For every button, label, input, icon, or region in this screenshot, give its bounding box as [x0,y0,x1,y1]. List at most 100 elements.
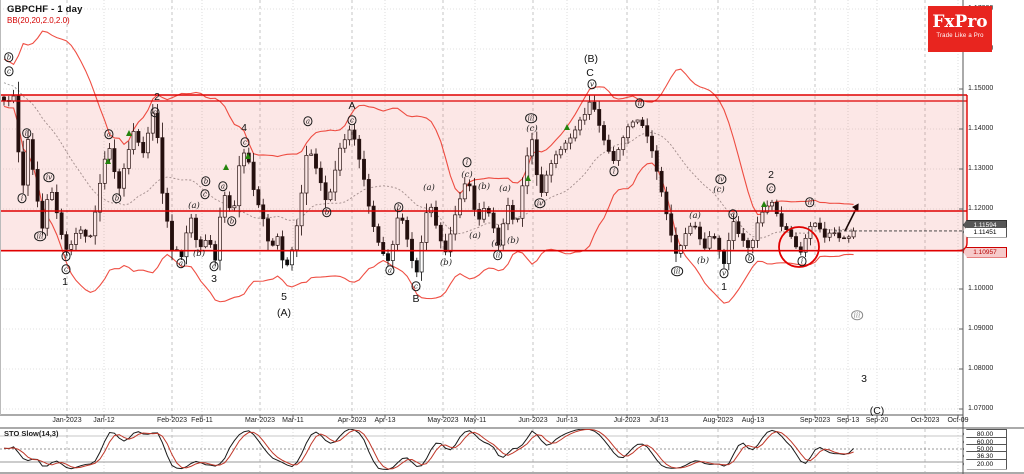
y-axis-label: 1.10000 [968,285,994,292]
wave-label: iv [715,174,727,184]
wave-label: i [797,256,807,266]
wave-label: (a) [188,201,200,211]
wave-label: b [322,207,332,217]
wave-label: A [348,100,356,112]
x-axis-label: Apr-2023 [337,417,367,424]
fxpro-tagline: Trade Like a Pro [936,33,984,39]
wave-label: iv [534,198,546,208]
wave-label: b [4,52,14,62]
wave-label: iv [43,172,55,182]
wave-label: B [412,293,420,305]
wave-label: c [61,264,71,274]
bollinger-indicator-label: BB(20,20,2.0,2.0) [7,16,70,25]
x-axis-label: May-2023 [427,417,459,424]
wave-label: 2 [768,169,774,181]
y-axis-label: 1.13000 [968,165,994,172]
wave-label: 4 [241,122,247,134]
x-axis-label: Jul-13 [649,417,669,424]
x-axis-label: Sep-2023 [799,417,831,424]
wave-label: iii [851,310,863,320]
wave-label: (a) [689,211,701,221]
wave-label: v [719,268,729,278]
wave-label: c [150,107,160,117]
wave-label: a [176,258,186,268]
wave-label: c [4,66,14,76]
y-axis-label: 1.15000 [968,85,994,92]
wave-label: (c) [713,185,725,195]
y-axis-label: 1.14000 [968,125,994,132]
x-axis-label: Feb-2023 [157,417,187,424]
wave-label: c [411,281,421,291]
wave-label: i [462,157,472,167]
stochastic-level-tag: 20.00 [963,458,1007,470]
wave-label: (c) [461,170,473,180]
x-axis-label: Apr-13 [374,417,396,424]
x-axis-label: Oct-09 [947,417,969,424]
fxpro-brand-text: FxPro [932,12,988,32]
wave-label: b [227,216,237,226]
wave-label: C [586,67,594,79]
y-axis-label: 1.09000 [968,325,994,332]
wave-label: i [17,193,27,203]
wave-label: c [209,261,219,271]
x-axis-label: Jan-12 [93,417,115,424]
wave-label: 5 [281,291,287,303]
wave-label: c [347,115,357,125]
x-axis-label: Jan-2023 [52,417,82,424]
wave-label: v [61,251,71,261]
wave-label: (A) [277,307,291,319]
x-axis-label: Mar-11 [282,417,304,424]
wave-label: (C) [869,405,885,417]
wave-label: a [104,129,114,139]
wave-label: a [303,116,313,126]
x-axis-label: Feb-11 [191,417,213,424]
symbol-title: GBPCHF - 1 day [7,4,83,15]
wave-label: iii [525,113,537,123]
wave-label: (b) [477,182,491,192]
y-axis-label: 1.08000 [968,365,994,372]
wave-label: 2 [154,91,160,103]
x-axis-label: May-11 [463,417,487,424]
wave-label: 3 [861,373,867,385]
wave-label: b [112,193,122,203]
wave-label: (a) [499,184,511,194]
wave-label: a [728,209,738,219]
wave-label: 1 [62,276,68,288]
wave-label: ii [635,98,645,108]
x-axis-label: Jun-2023 [518,417,548,424]
x-axis-label: Jul-2023 [613,417,641,424]
price-tag: 1.11451 [963,226,1007,238]
wave-label: a [218,181,228,191]
x-axis-label: Aug-13 [741,417,765,424]
wave-label: ii [805,197,815,207]
wave-label: ii [493,250,503,260]
y-axis-label: 1.07000 [968,405,994,412]
wave-label: (b) [192,249,206,259]
wave-label: 3 [211,273,217,285]
wave-label: (a) [423,183,435,193]
wave-label: (b) [696,256,710,266]
wave-label: (b) [439,258,453,268]
wave-label: (B) [584,53,598,65]
wave-label: ii [22,128,32,138]
x-axis-label: Mar-2023 [245,417,275,424]
wave-label: (c) [526,124,538,134]
wave-label: iii [34,231,46,241]
wave-label: b [201,176,211,186]
wave-label: (b) [506,236,520,246]
x-axis-label: Jun-13 [556,417,578,424]
wave-label: b [394,202,404,212]
price-tag: 1.10957 [963,246,1007,258]
wave-label: c [766,183,776,193]
wave-label: v [587,79,597,89]
fxpro-logo: FxPro Trade Like a Pro [928,6,992,52]
x-axis-label: Sep-13 [836,417,860,424]
wave-label: c [240,137,250,147]
wave-label: (c) [491,239,503,249]
wave-label: i [609,166,619,176]
wave-label: c [200,189,210,199]
x-axis-label: Aug-2023 [702,417,734,424]
y-axis-label: 1.12000 [968,205,994,212]
